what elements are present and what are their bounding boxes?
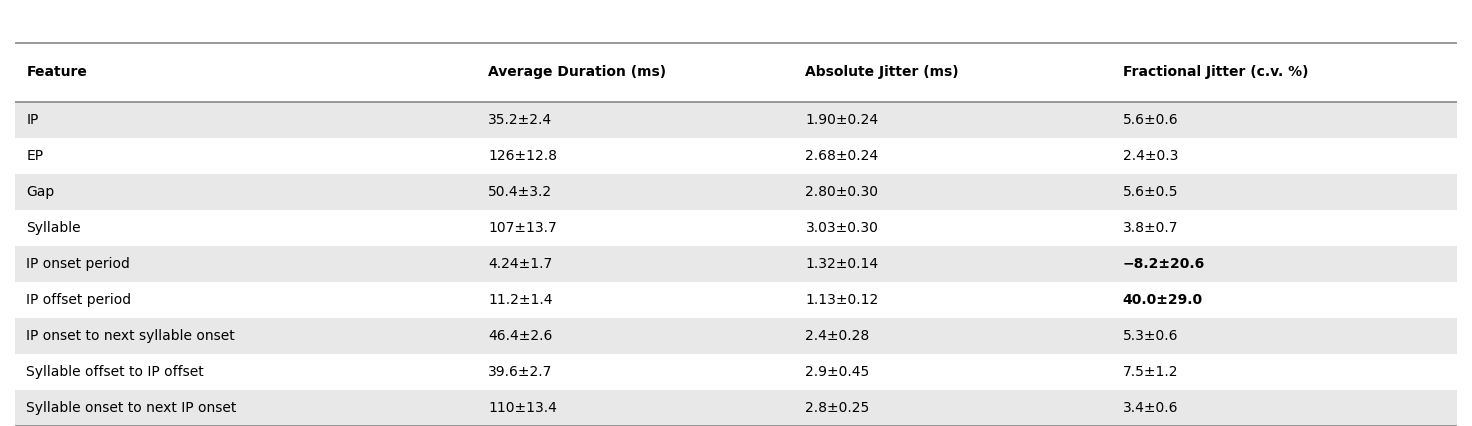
Text: 3.8±0.7: 3.8±0.7	[1123, 221, 1179, 235]
Text: Fractional Jitter (c.v. %): Fractional Jitter (c.v. %)	[1123, 66, 1309, 79]
Text: −8.2±20.6: −8.2±20.6	[1123, 257, 1206, 271]
Text: Syllable: Syllable	[26, 221, 81, 235]
Text: IP offset period: IP offset period	[26, 293, 131, 307]
Text: 7.5±1.2: 7.5±1.2	[1123, 365, 1179, 379]
Text: 3.03±0.30: 3.03±0.30	[805, 221, 879, 235]
Text: 5.6±0.6: 5.6±0.6	[1123, 113, 1179, 127]
Text: 50.4±3.2: 50.4±3.2	[489, 185, 552, 199]
Text: 35.2±2.4: 35.2±2.4	[489, 113, 552, 127]
Text: IP onset to next syllable onset: IP onset to next syllable onset	[26, 329, 236, 343]
Text: IP: IP	[26, 113, 38, 127]
Text: 2.9±0.45: 2.9±0.45	[805, 365, 870, 379]
Text: 46.4±2.6: 46.4±2.6	[489, 329, 552, 343]
Text: 2.68±0.24: 2.68±0.24	[805, 149, 879, 163]
Text: 126±12.8: 126±12.8	[489, 149, 556, 163]
Bar	[15, 390, 1457, 426]
Text: 40.0±29.0: 40.0±29.0	[1123, 293, 1203, 307]
Bar	[15, 210, 1457, 246]
Text: Feature: Feature	[26, 66, 87, 79]
Text: 2.4±0.3: 2.4±0.3	[1123, 149, 1178, 163]
Bar	[15, 174, 1457, 210]
Text: 1.90±0.24: 1.90±0.24	[805, 113, 879, 127]
Bar	[15, 246, 1457, 282]
Bar	[15, 138, 1457, 174]
Text: 1.13±0.12: 1.13±0.12	[805, 293, 879, 307]
Text: 2.4±0.28: 2.4±0.28	[805, 329, 870, 343]
Text: 11.2±1.4: 11.2±1.4	[489, 293, 552, 307]
Text: 5.3±0.6: 5.3±0.6	[1123, 329, 1179, 343]
Bar	[15, 318, 1457, 354]
Text: Syllable onset to next IP onset: Syllable onset to next IP onset	[26, 401, 237, 415]
Bar	[15, 282, 1457, 318]
Text: 2.8±0.25: 2.8±0.25	[805, 401, 870, 415]
Text: 110±13.4: 110±13.4	[489, 401, 556, 415]
Bar	[15, 102, 1457, 138]
Text: Absolute Jitter (ms): Absolute Jitter (ms)	[805, 66, 960, 79]
Text: IP onset period: IP onset period	[26, 257, 131, 271]
Text: 4.24±1.7: 4.24±1.7	[489, 257, 552, 271]
Text: 39.6±2.7: 39.6±2.7	[489, 365, 552, 379]
Text: Syllable offset to IP offset: Syllable offset to IP offset	[26, 365, 205, 379]
Text: 107±13.7: 107±13.7	[489, 221, 556, 235]
Text: 1.32±0.14: 1.32±0.14	[805, 257, 879, 271]
Text: 5.6±0.5: 5.6±0.5	[1123, 185, 1179, 199]
Text: Gap: Gap	[26, 185, 54, 199]
Bar	[15, 354, 1457, 390]
Text: Average Duration (ms): Average Duration (ms)	[489, 66, 667, 79]
Text: 2.80±0.30: 2.80±0.30	[805, 185, 879, 199]
Text: 3.4±0.6: 3.4±0.6	[1123, 401, 1179, 415]
Text: EP: EP	[26, 149, 44, 163]
Bar	[15, 43, 1457, 102]
